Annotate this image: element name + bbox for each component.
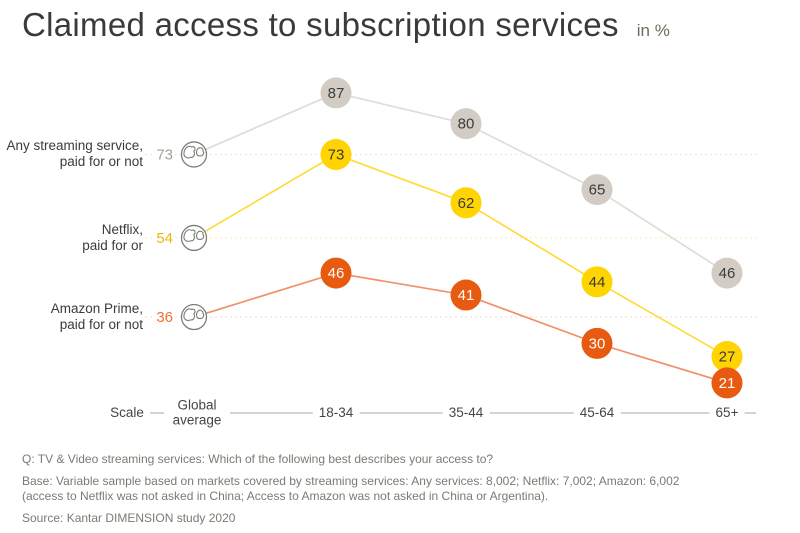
data-point-value: 80	[458, 116, 475, 133]
data-point-value: 41	[458, 287, 475, 304]
data-point	[711, 367, 743, 399]
avg-value-chip	[152, 308, 175, 326]
base-note-line1: Base: Variable sample based on markets c…	[22, 474, 680, 488]
avg-value-chip	[152, 145, 175, 163]
data-point-value: 62	[458, 195, 475, 212]
data-point-value: 27	[719, 349, 736, 366]
global-average-value: 36	[156, 309, 173, 326]
x-axis-label-18-34: 18-34	[312, 404, 360, 422]
globe-icon	[180, 224, 208, 252]
data-point	[711, 341, 743, 373]
globe-icon	[180, 141, 208, 168]
data-point-value: 44	[589, 274, 606, 291]
x-axis-scale-label: Scale	[104, 404, 150, 422]
data-point	[581, 327, 613, 359]
data-point	[581, 174, 613, 206]
data-point	[320, 257, 352, 289]
data-point	[581, 266, 613, 298]
globe-continent-left	[183, 308, 196, 321]
title-text: Claimed access to subscription services	[22, 6, 619, 43]
globe-continent-right	[196, 309, 205, 320]
data-point	[450, 108, 482, 140]
globe-continent-right	[196, 230, 205, 240]
data-point-value: 21	[719, 375, 736, 392]
data-point	[450, 187, 482, 219]
question-note: Q: TV & Video streaming services: Which …	[22, 452, 494, 466]
x-axis-label-45-64: 45-64	[573, 404, 621, 422]
globe-continent-left	[183, 145, 196, 159]
data-point-value: 87	[328, 85, 345, 102]
unit-label: in %	[636, 21, 670, 40]
footnotes: Q: TV & Video streaming services: Which …	[22, 452, 762, 526]
data-point	[320, 138, 352, 170]
data-point-value: 65	[589, 182, 606, 199]
global-average-value: 73	[156, 146, 173, 163]
x-axis-label-35-44: 35-44	[442, 404, 490, 422]
data-point-value: 30	[589, 335, 606, 352]
data-point-value: 46	[328, 265, 345, 282]
data-point	[711, 257, 743, 289]
base-note-line2: (access to Netflix was not asked in Chin…	[22, 489, 549, 503]
globe-continent-right	[196, 147, 205, 157]
data-point-value: 46	[719, 265, 736, 282]
data-point	[450, 279, 482, 311]
data-point	[320, 77, 352, 109]
globe-icon	[180, 303, 208, 331]
page-title: Claimed access to subscription services i…	[22, 6, 670, 44]
data-point-value: 73	[328, 146, 345, 163]
x-axis-label-65-: 65+	[709, 404, 745, 422]
series-line-1	[193, 153, 728, 358]
source-note: Source: Kantar DIMENSION study 2020	[22, 511, 236, 525]
x-axis-label-global-average: Global average	[164, 397, 230, 429]
series-label-0: Any streaming service, paid for or not	[6, 138, 143, 170]
series-label-1: Netflix, paid for or	[82, 221, 143, 253]
series-label-2: Amazon Prime, paid for or not	[50, 301, 143, 333]
avg-value-chip	[152, 228, 175, 246]
global-average-value: 54	[156, 230, 173, 247]
globe-continent-left	[183, 229, 196, 242]
